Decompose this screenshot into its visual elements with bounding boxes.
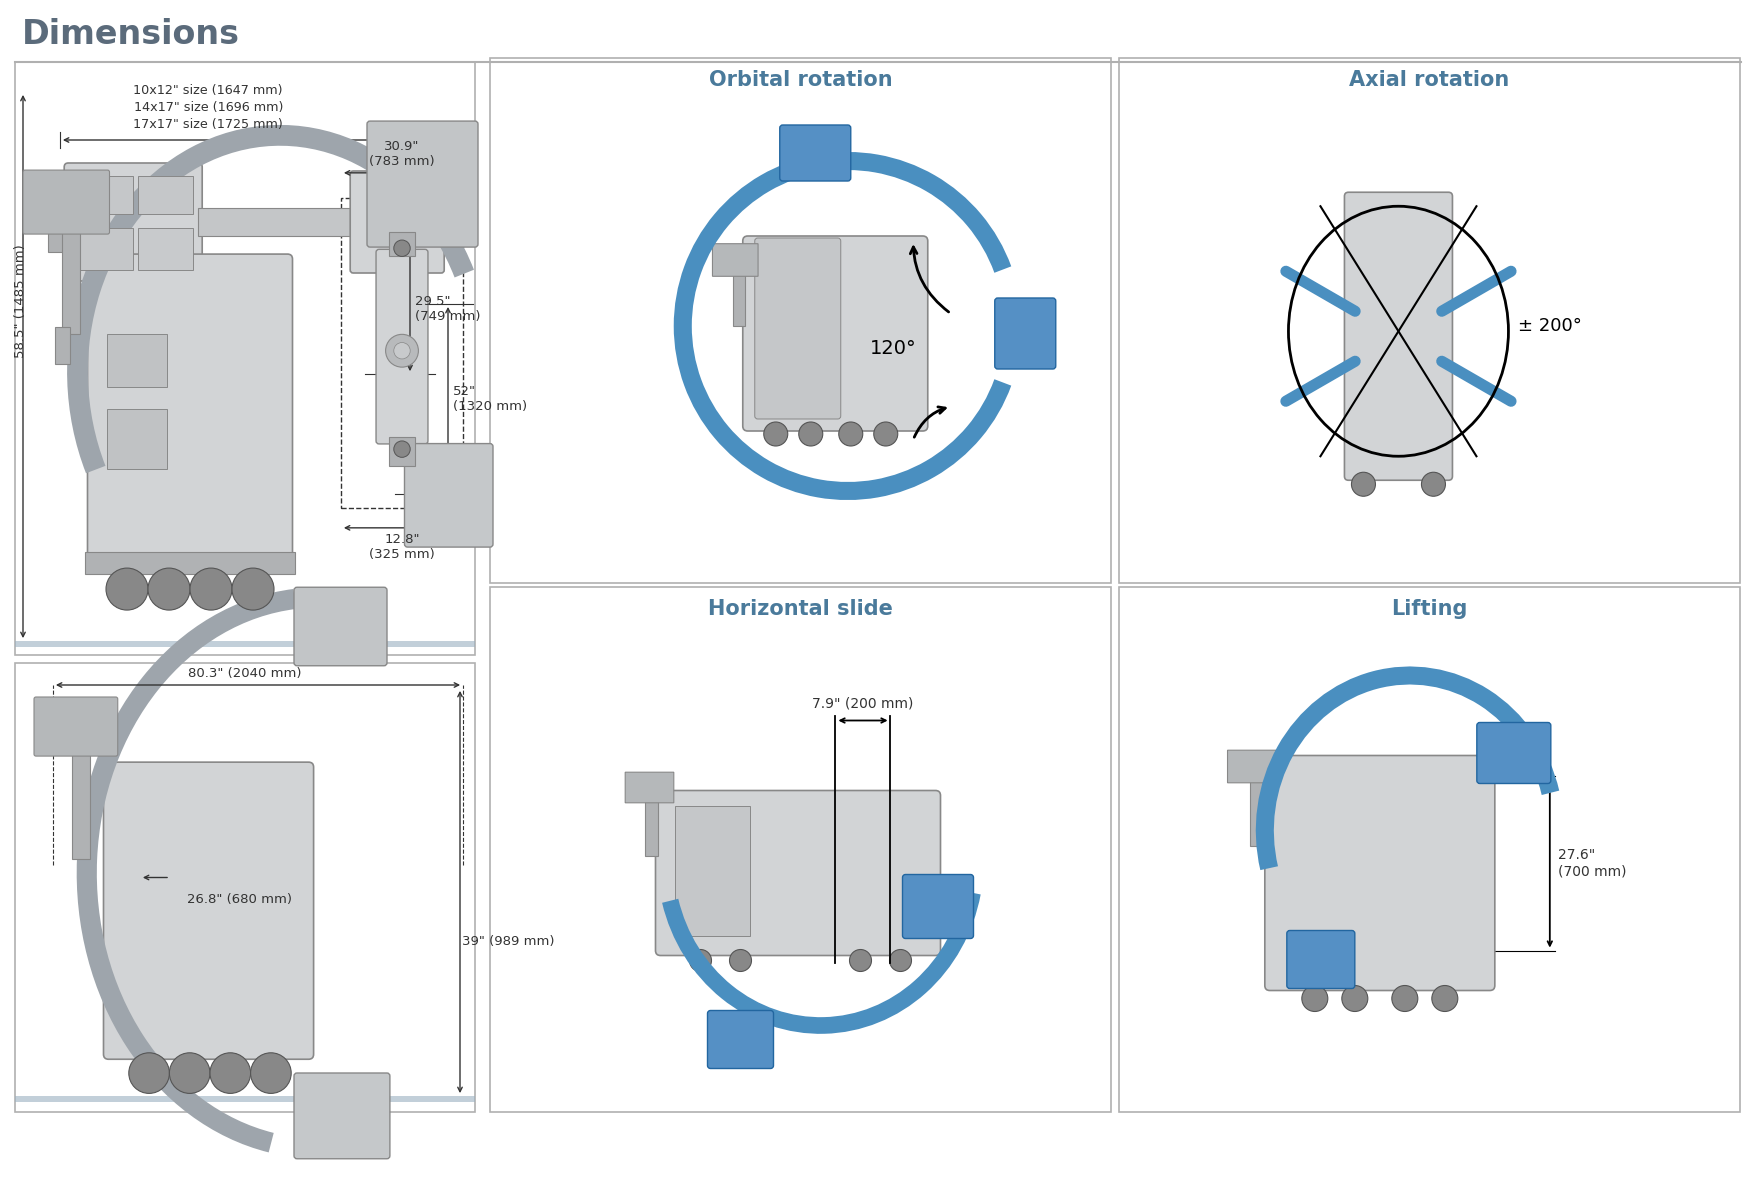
FancyBboxPatch shape — [713, 244, 758, 276]
FancyBboxPatch shape — [376, 249, 428, 444]
Circle shape — [128, 1053, 168, 1094]
Text: 30.9"
(783 mm): 30.9" (783 mm) — [369, 140, 435, 168]
Circle shape — [393, 240, 411, 256]
FancyBboxPatch shape — [707, 1010, 772, 1069]
Bar — [63, 222, 81, 334]
Bar — [340, 198, 463, 507]
Bar — [139, 176, 193, 214]
FancyBboxPatch shape — [293, 588, 386, 666]
Circle shape — [849, 950, 870, 971]
Bar — [16, 1096, 476, 1102]
Circle shape — [839, 422, 862, 446]
Bar — [79, 176, 133, 214]
Circle shape — [168, 1053, 211, 1094]
Circle shape — [728, 950, 751, 971]
Bar — [732, 271, 744, 326]
Text: 7.9" (200 mm): 7.9" (200 mm) — [813, 696, 913, 710]
Circle shape — [874, 422, 897, 446]
Circle shape — [763, 422, 788, 446]
FancyBboxPatch shape — [742, 236, 927, 431]
Circle shape — [147, 568, 190, 610]
Bar — [16, 641, 476, 647]
Text: 52"
(1320 mm): 52" (1320 mm) — [453, 385, 526, 413]
Bar — [16, 63, 476, 655]
Text: Dimensions: Dimensions — [23, 18, 240, 51]
Circle shape — [251, 1053, 291, 1094]
Text: ± 200°: ± 200° — [1518, 317, 1581, 335]
Text: 14x17" size (1696 mm): 14x17" size (1696 mm) — [133, 101, 283, 114]
Bar — [676, 806, 749, 936]
Text: Horizontal slide: Horizontal slide — [707, 599, 893, 620]
FancyBboxPatch shape — [23, 170, 109, 234]
FancyBboxPatch shape — [1286, 931, 1355, 989]
Circle shape — [393, 441, 411, 458]
Text: Orbital rotation: Orbital rotation — [709, 70, 892, 90]
FancyBboxPatch shape — [88, 254, 293, 564]
Bar — [84, 551, 295, 575]
FancyBboxPatch shape — [293, 1073, 390, 1159]
Circle shape — [105, 568, 147, 610]
Text: Axial rotation: Axial rotation — [1348, 70, 1509, 90]
FancyBboxPatch shape — [349, 171, 444, 273]
Text: 29.5"
(749 mm): 29.5" (749 mm) — [414, 295, 481, 323]
Text: 120°: 120° — [869, 339, 916, 358]
Bar — [79, 228, 133, 270]
FancyBboxPatch shape — [65, 163, 202, 281]
Bar — [139, 228, 193, 270]
FancyBboxPatch shape — [404, 444, 493, 548]
Circle shape — [1392, 985, 1416, 1011]
FancyBboxPatch shape — [755, 238, 841, 419]
FancyBboxPatch shape — [655, 791, 941, 956]
Text: 10x12" size (1647 mm): 10x12" size (1647 mm) — [133, 84, 283, 97]
Bar — [107, 334, 167, 387]
Text: 39" (989 mm): 39" (989 mm) — [462, 935, 555, 948]
Text: 26.8" (680 mm): 26.8" (680 mm) — [188, 892, 293, 905]
Circle shape — [232, 568, 274, 610]
FancyBboxPatch shape — [367, 122, 477, 247]
FancyBboxPatch shape — [902, 874, 972, 938]
FancyBboxPatch shape — [33, 697, 118, 756]
FancyBboxPatch shape — [1264, 755, 1494, 990]
FancyBboxPatch shape — [993, 299, 1055, 369]
Circle shape — [1420, 472, 1444, 497]
FancyBboxPatch shape — [1476, 722, 1550, 784]
Circle shape — [799, 422, 823, 446]
Bar — [646, 795, 658, 856]
Text: 17x17" size (1725 mm): 17x17" size (1725 mm) — [133, 118, 283, 131]
Circle shape — [1300, 985, 1327, 1011]
Bar — [72, 742, 90, 859]
Text: Lifting: Lifting — [1390, 599, 1467, 620]
Bar — [54, 327, 70, 365]
Bar — [47, 197, 68, 253]
FancyBboxPatch shape — [1227, 750, 1276, 782]
Bar — [388, 437, 414, 466]
Circle shape — [1341, 985, 1367, 1011]
Bar — [1118, 586, 1739, 1112]
FancyBboxPatch shape — [1344, 192, 1451, 480]
Text: 27.6"
(700 mm): 27.6" (700 mm) — [1557, 848, 1625, 878]
Circle shape — [690, 950, 711, 971]
Bar — [1118, 58, 1739, 583]
Circle shape — [386, 334, 418, 367]
Bar — [388, 231, 414, 256]
Text: 12.8"
(325 mm): 12.8" (325 mm) — [369, 533, 435, 560]
Bar — [107, 409, 167, 470]
FancyBboxPatch shape — [104, 762, 314, 1060]
Bar — [1250, 775, 1262, 846]
Circle shape — [1430, 985, 1457, 1011]
Circle shape — [190, 568, 232, 610]
Circle shape — [1351, 472, 1374, 497]
Bar — [16, 663, 476, 1112]
Text: 80.3" (2040 mm): 80.3" (2040 mm) — [188, 667, 302, 680]
Circle shape — [211, 1053, 251, 1094]
Bar — [490, 58, 1111, 583]
FancyBboxPatch shape — [625, 772, 674, 802]
Bar — [198, 208, 353, 236]
Bar — [490, 586, 1111, 1112]
FancyBboxPatch shape — [779, 125, 849, 181]
Circle shape — [890, 950, 911, 971]
Circle shape — [393, 342, 411, 359]
Text: 58.5" (1485 mm): 58.5" (1485 mm) — [14, 244, 28, 359]
